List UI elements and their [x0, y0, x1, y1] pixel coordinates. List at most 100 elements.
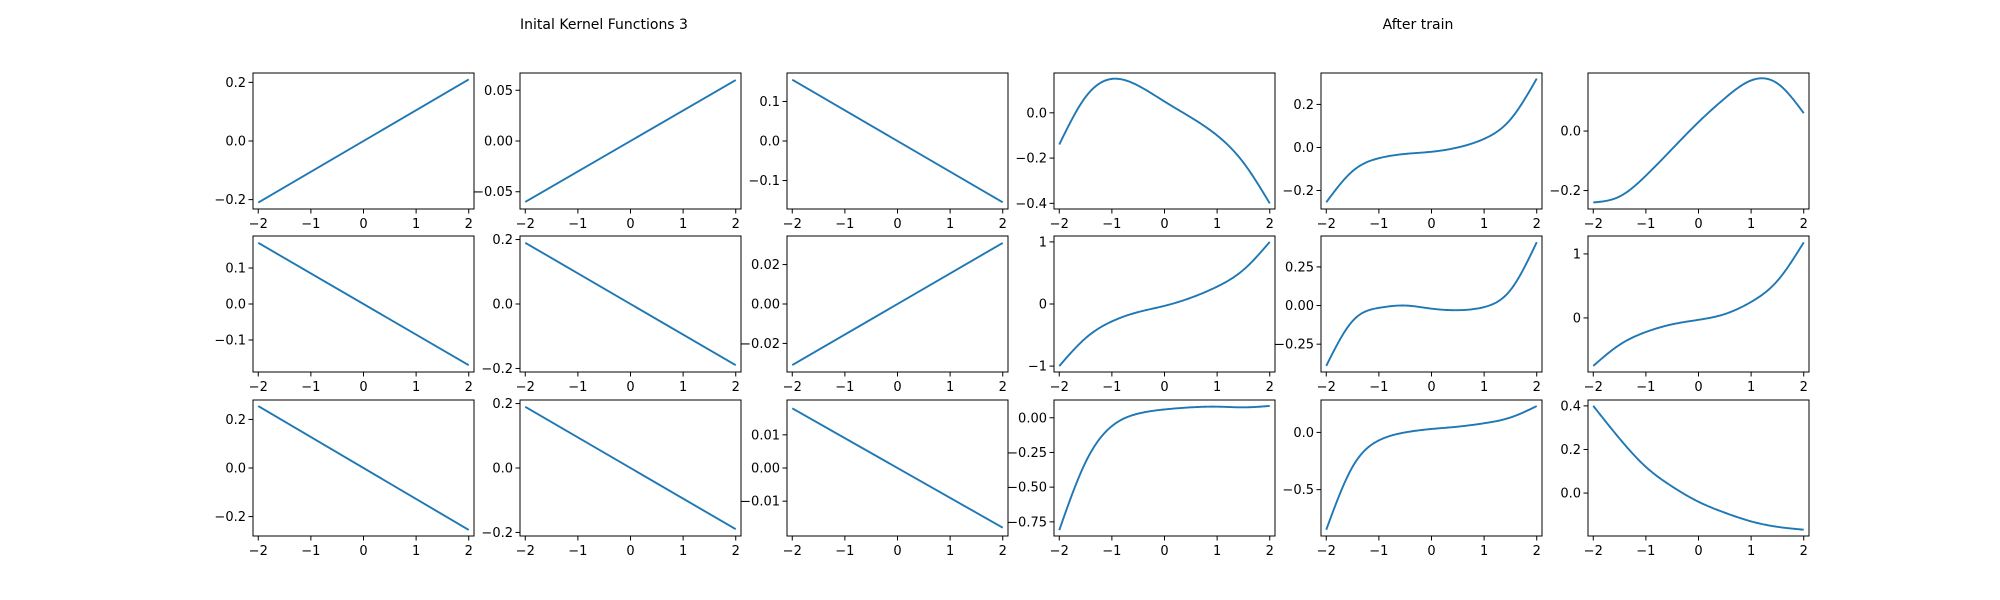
y-tick-label: 0.1 — [759, 95, 780, 110]
subplot-0-5: −2 −1 0 1 2 −0.2 0.0 — [1549, 72, 1810, 232]
x-tick-label: −2 — [1050, 217, 1069, 232]
y-tick-label: 0.0 — [1293, 426, 1314, 441]
left-title: Inital Kernel Functions 3 — [520, 17, 688, 33]
x-tick-label: 1 — [946, 544, 954, 559]
subplot-2-3: −2 −1 0 1 2 −0.75 −0.50 −0.25 0.00 — [1007, 399, 1276, 559]
x-tick-label: 0 — [1160, 380, 1168, 395]
x-tick-label: 2 — [465, 380, 473, 395]
y-tick-label: 0.2 — [492, 397, 513, 412]
y-tick-label: −0.75 — [1007, 515, 1047, 530]
subplot-1-1: −2 −1 0 1 2 −0.2 0.0 0.2 — [481, 233, 742, 395]
x-tick-label: −1 — [835, 544, 854, 559]
y-tick-label: 1 — [1573, 247, 1581, 262]
axes-frame — [1320, 399, 1543, 537]
x-tick-label: 0 — [626, 217, 634, 232]
x-tick-label: −1 — [1102, 217, 1121, 232]
x-tick-label: 1 — [1747, 544, 1755, 559]
x-tick-label: 1 — [679, 217, 687, 232]
y-tick-label: 0 — [1039, 298, 1047, 313]
series-line-0 — [791, 78, 1004, 204]
x-tick-label: 2 — [732, 217, 740, 232]
x-tick-label: −2 — [516, 544, 535, 559]
x-tick-label: 1 — [412, 544, 420, 559]
x-tick-label: −2 — [783, 217, 802, 232]
x-tick-label: 0 — [1427, 217, 1435, 232]
x-tick-label: 1 — [1213, 380, 1221, 395]
subplot-1-3: −2 −1 0 1 2−101 — [1028, 235, 1276, 395]
y-tick-label: 0 — [1573, 311, 1581, 326]
x-tick-label: 2 — [999, 217, 1007, 232]
y-tick-label: 0.25 — [1285, 260, 1314, 275]
x-tick-label: −2 — [1584, 217, 1603, 232]
y-tick-label: −0.2 — [214, 193, 246, 208]
x-tick-label: 0 — [359, 544, 367, 559]
series-line-0 — [791, 407, 1004, 529]
x-tick-label: −2 — [1317, 544, 1336, 559]
series-line-0 — [1325, 405, 1538, 531]
x-tick-label: −2 — [516, 217, 535, 232]
y-tick-label: 0.02 — [751, 258, 780, 273]
axes-frame — [1053, 399, 1276, 537]
x-tick-label: −1 — [568, 544, 587, 559]
y-tick-label: −0.5 — [1282, 483, 1314, 498]
subplot-1-4: −2 −1 0 1 2 −0.25 0.00 0.25 — [1274, 235, 1543, 395]
x-tick-label: 2 — [732, 380, 740, 395]
series-line-0 — [1325, 241, 1538, 367]
subplot-0-2: −2 −1 0 1 2 −0.1 0.0 0.1 — [748, 72, 1009, 232]
series-line-0 — [524, 241, 737, 367]
x-tick-label: 2 — [465, 544, 473, 559]
y-tick-label: 0.00 — [751, 298, 780, 313]
x-tick-label: −1 — [835, 380, 854, 395]
x-tick-label: 0 — [1160, 217, 1168, 232]
y-tick-label: 0.2 — [1293, 98, 1314, 113]
x-tick-label: 2 — [1266, 380, 1274, 395]
x-tick-label: −1 — [1102, 380, 1121, 395]
y-tick-label: 0.4 — [1560, 399, 1581, 414]
x-tick-label: −2 — [249, 217, 268, 232]
x-tick-label: 1 — [679, 544, 687, 559]
x-tick-label: −2 — [1050, 544, 1069, 559]
y-tick-label: 0.2 — [1560, 443, 1581, 458]
series-line-0 — [1593, 77, 1805, 204]
subplot-1-5: −2 −1 0 1 2 0 1 — [1573, 235, 1810, 395]
x-tick-label: 0 — [893, 217, 901, 232]
x-tick-label: −2 — [1584, 380, 1603, 395]
y-tick-label: 0.0 — [225, 462, 246, 477]
x-tick-label: −2 — [516, 380, 535, 395]
series-line-0 — [257, 405, 470, 531]
y-tick-label: 0.00 — [1285, 299, 1314, 314]
x-tick-label: 2 — [465, 217, 473, 232]
axes-frame — [1320, 72, 1543, 210]
x-tick-label: 0 — [893, 544, 901, 559]
x-tick-label: −1 — [301, 544, 320, 559]
x-tick-label: −1 — [1636, 380, 1655, 395]
x-tick-label: −1 — [301, 380, 320, 395]
subplot-0-4: −2 −1 0 1 2 −0.2 0.0 0.2 — [1282, 72, 1543, 232]
x-tick-label: 1 — [1213, 217, 1221, 232]
y-tick-label: 0.00 — [751, 462, 780, 477]
x-tick-label: −2 — [249, 544, 268, 559]
x-tick-label: 1 — [412, 380, 420, 395]
x-tick-label: −1 — [1369, 380, 1388, 395]
series-line-0 — [1325, 78, 1538, 203]
y-tick-label: 0.00 — [484, 135, 513, 150]
x-tick-label: 1 — [946, 217, 954, 232]
x-tick-label: 2 — [1266, 544, 1274, 559]
y-tick-label: 0.1 — [225, 262, 246, 277]
y-tick-label: 0.0 — [1560, 125, 1581, 140]
x-tick-label: −2 — [1317, 217, 1336, 232]
subplot-2-5: −2 −1 0 1 2 0.0 0.2 0.4 — [1560, 399, 1810, 559]
x-tick-label: 1 — [1480, 544, 1488, 559]
x-tick-label: −1 — [568, 217, 587, 232]
y-tick-label: 0.0 — [1026, 106, 1047, 121]
y-tick-label: −0.25 — [1274, 338, 1314, 353]
y-tick-label: 0.2 — [492, 233, 513, 248]
x-tick-label: 1 — [1747, 380, 1755, 395]
x-tick-label: 2 — [1533, 544, 1541, 559]
axes-frame — [1587, 235, 1810, 373]
x-tick-label: 2 — [732, 544, 740, 559]
x-tick-label: −2 — [1584, 544, 1603, 559]
y-tick-label: −0.01 — [740, 495, 780, 510]
x-tick-label: −2 — [249, 380, 268, 395]
